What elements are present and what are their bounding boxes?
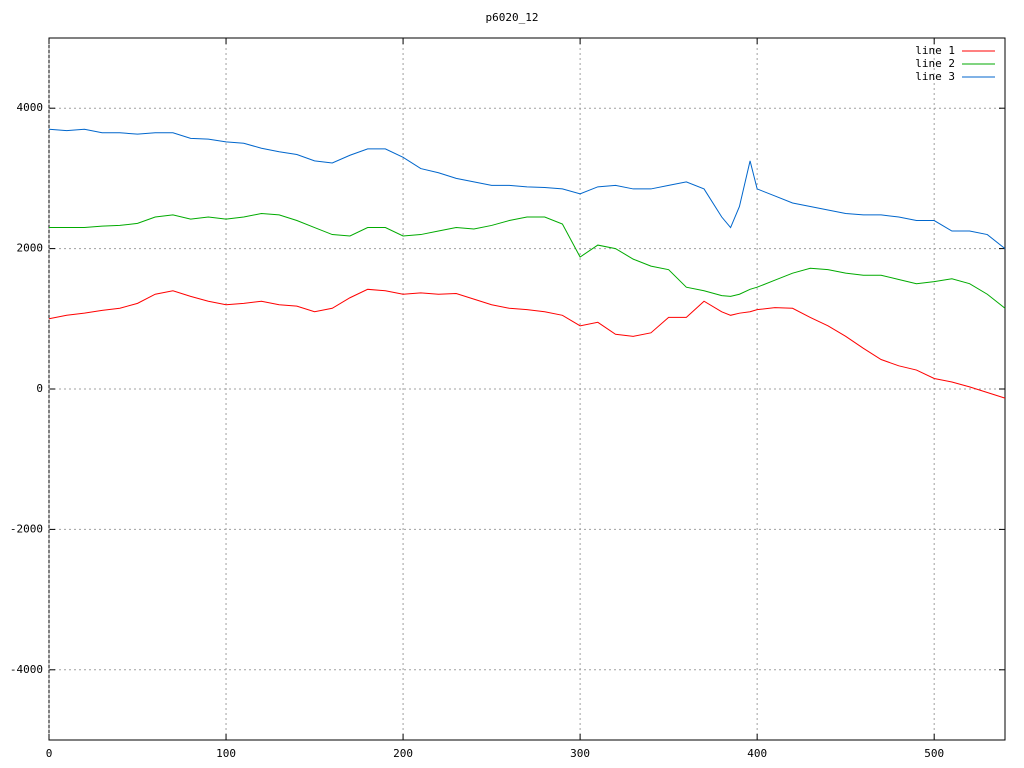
series-line [48, 128, 1006, 249]
y-tick-label: 2000 [17, 242, 44, 255]
x-tick-label: 400 [747, 747, 767, 760]
series-line [49, 212, 1006, 309]
x-tick-label: 0 [46, 747, 53, 760]
legend-label: line 1 [915, 44, 955, 57]
plot-frame [48, 37, 1006, 741]
legend-label: line 3 [915, 70, 955, 83]
x-tick-label: 200 [393, 747, 413, 760]
x-tick-label: 300 [570, 747, 590, 760]
y-tick-label: 0 [36, 382, 43, 395]
series-line [48, 288, 1006, 399]
x-tick-label: 100 [216, 747, 236, 760]
y-tick-label: -2000 [10, 522, 43, 535]
y-tick-label: 4000 [17, 101, 44, 114]
legend-label: line 2 [915, 57, 955, 70]
x-tick-label: 500 [924, 747, 944, 760]
y-tick-label: -4000 [10, 663, 43, 676]
chart-title: p6020_12 [486, 11, 539, 24]
